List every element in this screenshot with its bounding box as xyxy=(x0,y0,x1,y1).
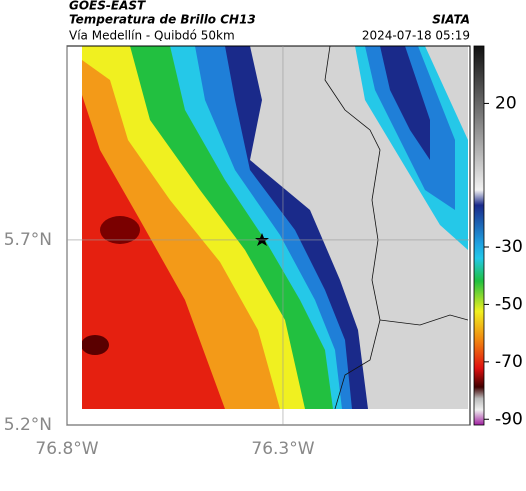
route: Vía Medellín - Quibdó 50km xyxy=(69,29,235,43)
source: SIATA xyxy=(432,13,470,27)
location-marker xyxy=(255,233,269,246)
colorbar-tick-label: -70 xyxy=(495,352,523,372)
colorbar xyxy=(473,45,485,426)
satellite-image xyxy=(82,46,468,409)
title: GOES-EAST xyxy=(69,0,146,13)
lon-tick-label: 76.3°W xyxy=(251,439,314,459)
lon-tick-label: 76.8°W xyxy=(35,439,98,459)
colorbar-tick-label: 20 xyxy=(495,93,517,113)
lat-tick-label: 5.2°N xyxy=(4,415,52,435)
datetime: 2024-07-18 05:19 xyxy=(362,29,470,43)
colorbar-tick-label: -90 xyxy=(495,409,523,429)
colorbar-tick-label: -30 xyxy=(495,237,523,257)
lat-tick-label: 5.7°N xyxy=(4,230,52,250)
colorbar-tick-label: -50 xyxy=(495,294,523,314)
subtitle: Temperatura de Brillo CH13 xyxy=(69,13,256,27)
